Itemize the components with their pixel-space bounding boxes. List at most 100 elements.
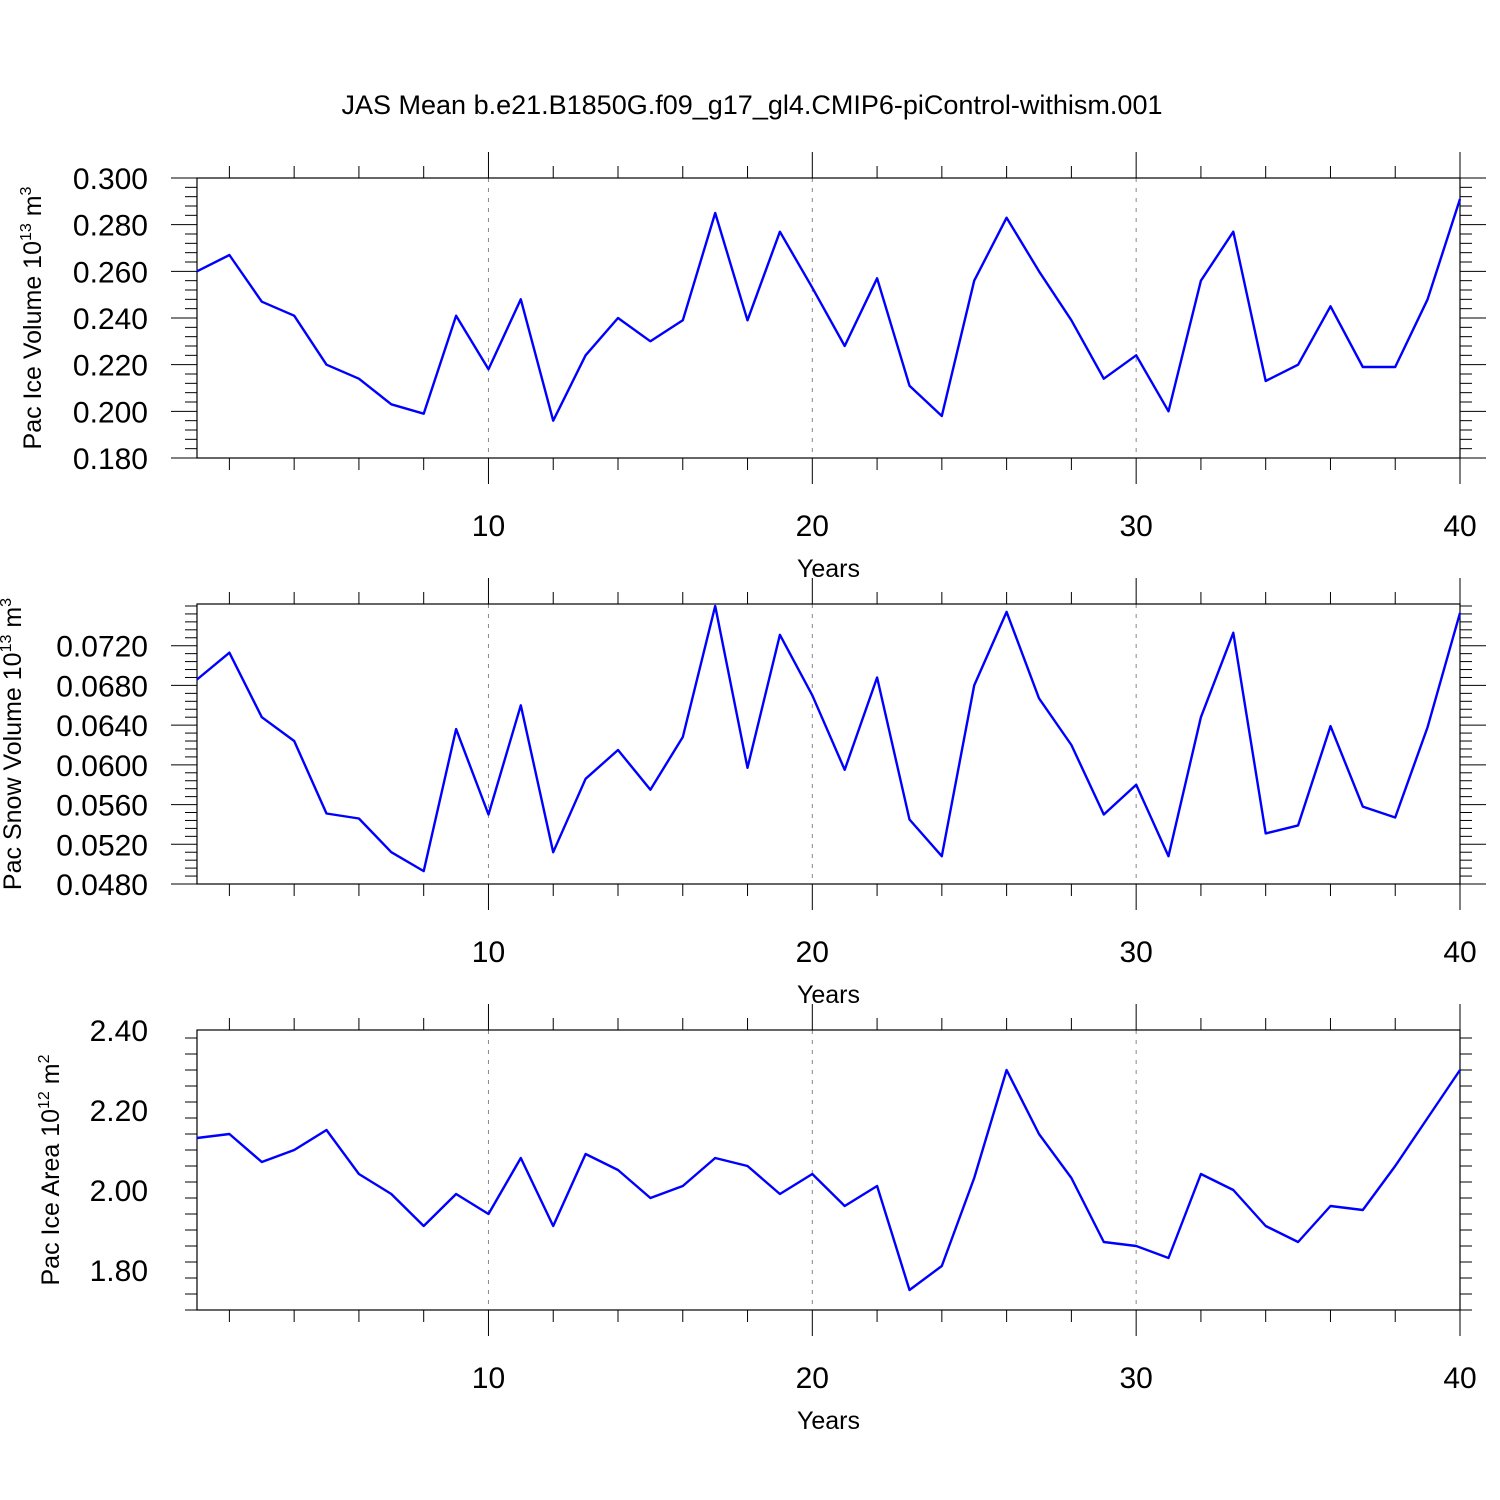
- data-point: [778, 1192, 782, 1196]
- data-point: [357, 816, 361, 820]
- data-point: [1134, 1244, 1138, 1248]
- data-point: [1361, 805, 1365, 809]
- data-point: [292, 1148, 296, 1152]
- x-tick-label: 30: [1119, 1362, 1152, 1395]
- data-point: [389, 1192, 393, 1196]
- data-point: [907, 817, 911, 821]
- y-tick-label: 0.0520: [56, 829, 148, 862]
- data-point: [907, 384, 911, 388]
- data-point: [1134, 353, 1138, 357]
- data-point: [648, 339, 652, 343]
- data-point: [260, 1160, 264, 1164]
- data-point: [1069, 1176, 1073, 1180]
- data-point: [195, 1136, 199, 1140]
- data-point: [1231, 230, 1235, 234]
- data-point: [972, 279, 976, 283]
- data-point: [422, 869, 426, 873]
- data-point: [648, 788, 652, 792]
- data-point: [325, 812, 329, 816]
- figure-title: JAS Mean b.e21.B1850G.f09_g17_gl4.CMIP6-…: [342, 90, 1163, 120]
- y-axis-label: Pac Snow Volume 1013 m3: [0, 598, 27, 890]
- x-axis-label: Years: [797, 555, 860, 583]
- data-point: [1102, 377, 1106, 381]
- data-point: [1328, 724, 1332, 728]
- data-point: [422, 412, 426, 416]
- x-tick-label: 30: [1119, 936, 1152, 969]
- y-tick-label: 2.40: [90, 1015, 148, 1048]
- y-tick-label: 0.0640: [56, 710, 148, 743]
- x-tick-label: 40: [1443, 936, 1476, 969]
- data-point: [1005, 1068, 1009, 1072]
- chart-panel-1: 0.180 0.200 0.220 0.240 0.260 0.280 0.300 10 20 3…: [18, 152, 1486, 583]
- data-point: [1393, 365, 1397, 369]
- data-point: [875, 1184, 879, 1188]
- data-point: [227, 651, 231, 655]
- y-tick-label: 0.180: [73, 443, 148, 476]
- x-tick-label: 20: [796, 936, 829, 969]
- data-point: [325, 363, 329, 367]
- data-point: [1458, 611, 1462, 615]
- data-point: [843, 768, 847, 772]
- data-point: [616, 316, 620, 320]
- plot-frame: [196, 603, 1461, 885]
- data-point: [875, 675, 879, 679]
- data-point: [746, 766, 750, 770]
- y-tick-label: 0.200: [73, 396, 148, 429]
- data-point: [1167, 854, 1171, 858]
- x-tick-label: 10: [472, 1362, 505, 1395]
- data-point: [1199, 715, 1203, 719]
- data-point: [584, 1152, 588, 1156]
- y-tick-label: 0.240: [73, 303, 148, 336]
- data-point: [1328, 1204, 1332, 1208]
- data-point: [1102, 812, 1106, 816]
- x-tick-label: 40: [1443, 1362, 1476, 1395]
- data-point: [551, 1224, 555, 1228]
- data-point: [1037, 269, 1041, 273]
- data-point: [584, 353, 588, 357]
- x-tick-label: 40: [1443, 510, 1476, 543]
- x-axis-label: Years: [797, 1407, 860, 1435]
- data-point: [1037, 1132, 1041, 1136]
- data-point: [1264, 831, 1268, 835]
- data-point: [422, 1224, 426, 1228]
- data-point: [389, 850, 393, 854]
- data-point: [810, 286, 814, 290]
- x-tick-label: 30: [1119, 510, 1152, 543]
- data-point: [1037, 696, 1041, 700]
- y-tick-label: 0.0560: [56, 790, 148, 823]
- data-point: [260, 715, 264, 719]
- data-point: [746, 1164, 750, 1168]
- data-point: [486, 812, 490, 816]
- data-point: [1361, 365, 1365, 369]
- y-tick-label: 0.0600: [56, 750, 148, 783]
- data-point: [843, 1204, 847, 1208]
- y-tick-label: 0.300: [73, 163, 148, 196]
- data-point: [616, 1168, 620, 1172]
- y-tick-label: 0.220: [73, 350, 148, 383]
- y-tick-label: 1.80: [90, 1255, 148, 1288]
- data-point: [713, 211, 717, 215]
- data-point: [519, 297, 523, 301]
- data-point: [713, 1156, 717, 1160]
- data-point: [486, 367, 490, 371]
- data-point: [292, 739, 296, 743]
- data-point: [681, 1184, 685, 1188]
- data-point: [940, 414, 944, 418]
- data-point: [519, 703, 523, 707]
- data-point: [1134, 783, 1138, 787]
- data-point: [325, 1128, 329, 1132]
- data-point: [551, 419, 555, 423]
- data-point: [1199, 1172, 1203, 1176]
- plot-frame: [196, 1029, 1461, 1311]
- data-point: [1296, 363, 1300, 367]
- data-point: [1005, 216, 1009, 220]
- data-point: [616, 748, 620, 752]
- data-point: [1231, 1188, 1235, 1192]
- y-tick-label: 0.260: [73, 256, 148, 289]
- chart-panel-3: 1.80 2.00 2.20 2.40 10 20 30 40 Years Pac Ice Are…: [36, 1004, 1477, 1435]
- data-point: [810, 1172, 814, 1176]
- x-tick-label: 10: [472, 510, 505, 543]
- data-point: [1426, 725, 1430, 729]
- data-point: [843, 344, 847, 348]
